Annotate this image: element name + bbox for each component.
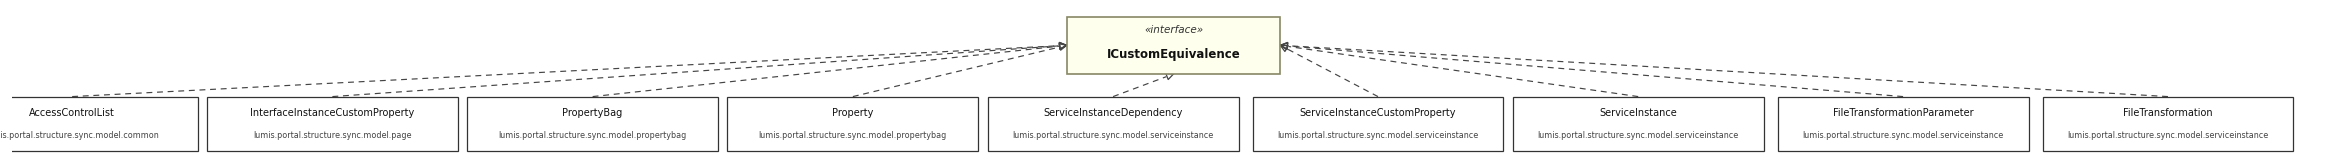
- Text: lumis.portal.structure.sync.model.serviceinstance: lumis.portal.structure.sync.model.servic…: [1537, 131, 1739, 140]
- Polygon shape: [1058, 42, 1066, 49]
- Polygon shape: [1281, 42, 1289, 49]
- Text: «interface»: «interface»: [1143, 25, 1204, 35]
- Text: lumis.portal.structure.sync.model.serviceinstance: lumis.portal.structure.sync.model.servic…: [2068, 131, 2270, 140]
- Bar: [0, 97, 197, 151]
- Text: ServiceInstance: ServiceInstance: [1598, 108, 1678, 118]
- Polygon shape: [1281, 43, 1289, 50]
- Bar: [2042, 97, 2293, 151]
- Bar: [1253, 97, 1504, 151]
- Text: FileTransformationParameter: FileTransformationParameter: [1833, 108, 1974, 118]
- Bar: [988, 97, 1239, 151]
- Text: InterfaceInstanceCustomProperty: InterfaceInstanceCustomProperty: [251, 108, 415, 118]
- Text: lumis.portal.structure.sync.model.page: lumis.portal.structure.sync.model.page: [253, 131, 411, 140]
- Text: lumis.portal.structure.sync.model.propertybag: lumis.portal.structure.sync.model.proper…: [758, 131, 946, 140]
- Text: ICustomEquivalence: ICustomEquivalence: [1108, 48, 1239, 61]
- Text: PropertyBag: PropertyBag: [563, 108, 622, 118]
- Text: Property: Property: [833, 108, 873, 118]
- Polygon shape: [1058, 44, 1066, 50]
- Bar: [1514, 97, 1763, 151]
- Bar: [467, 97, 718, 151]
- Text: lumis.portal.structure.sync.model.propertybag: lumis.portal.structure.sync.model.proper…: [498, 131, 688, 140]
- Polygon shape: [1166, 73, 1174, 79]
- Text: FileTransformation: FileTransformation: [2124, 108, 2213, 118]
- Polygon shape: [1281, 45, 1289, 51]
- Bar: [207, 97, 458, 151]
- Bar: [1777, 97, 2028, 151]
- Text: lumis.portal.structure.sync.model.common: lumis.portal.structure.sync.model.common: [0, 131, 160, 140]
- Polygon shape: [1281, 43, 1289, 49]
- Polygon shape: [1058, 43, 1066, 49]
- Bar: [728, 97, 979, 151]
- Bar: [1066, 17, 1281, 74]
- Text: lumis.portal.structure.sync.model.serviceinstance: lumis.portal.structure.sync.model.servic…: [1012, 131, 1213, 140]
- Text: lumis.portal.structure.sync.model.serviceinstance: lumis.portal.structure.sync.model.servic…: [1277, 131, 1479, 140]
- Polygon shape: [1058, 43, 1066, 49]
- Text: ServiceInstanceCustomProperty: ServiceInstanceCustomProperty: [1300, 108, 1455, 118]
- Text: ServiceInstanceDependency: ServiceInstanceDependency: [1044, 108, 1183, 118]
- Text: lumis.portal.structure.sync.model.serviceinstance: lumis.portal.structure.sync.model.servic…: [1802, 131, 2004, 140]
- Text: AccessControlList: AccessControlList: [28, 108, 115, 118]
